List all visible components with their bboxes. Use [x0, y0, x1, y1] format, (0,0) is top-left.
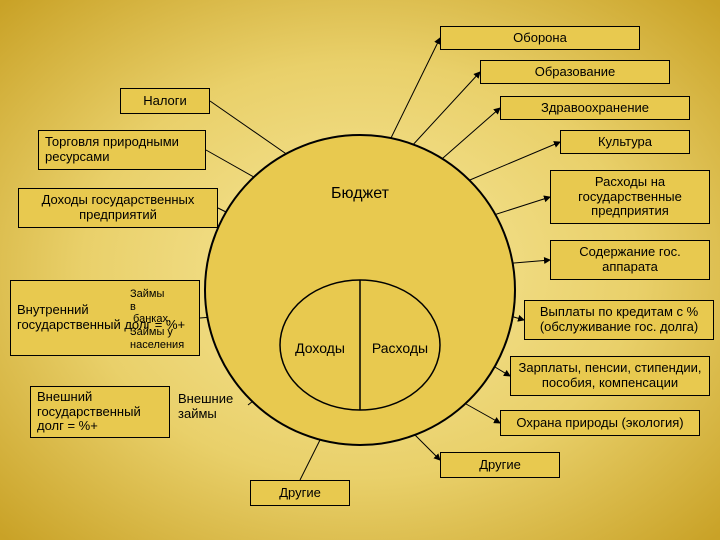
side-ext_debt: Внешние займы — [178, 392, 248, 422]
box-ext_debt: Внешний государственный долг = %+ — [30, 386, 170, 438]
box-gov_inc: Доходы государственных предприятий — [18, 188, 218, 228]
box-culture: Культура — [560, 130, 690, 154]
box-other_l: Другие — [250, 480, 350, 506]
income-label: Доходы — [280, 340, 360, 356]
budget-title: Бюджет — [310, 185, 410, 203]
box-social: Зарплаты, пенсии, стипендии, пособия, ко… — [510, 356, 710, 396]
box-nalogi: Налоги — [120, 88, 210, 114]
box-edu: Образование — [480, 60, 670, 84]
box-apparat: Содержание гос. аппарата — [550, 240, 710, 280]
box-defense: Оборона — [440, 26, 640, 50]
box-trade: Торговля природными ресурсами — [38, 130, 206, 170]
annot-int_debt: Займы в банках. Займы у населения — [130, 288, 184, 351]
box-other_r: Другие — [440, 452, 560, 478]
box-eco: Охрана природы (экология) — [500, 410, 700, 436]
box-health: Здравоохранение — [500, 96, 690, 120]
box-credit: Выплаты по кредитам с % (обслуживание го… — [524, 300, 714, 340]
diagram-stage: Налоги Торговля природными ресурсами Доход… — [0, 0, 720, 540]
expense-label: Расходы — [360, 340, 440, 356]
box-gov_exp: Расходы на государственные предприятия — [550, 170, 710, 224]
